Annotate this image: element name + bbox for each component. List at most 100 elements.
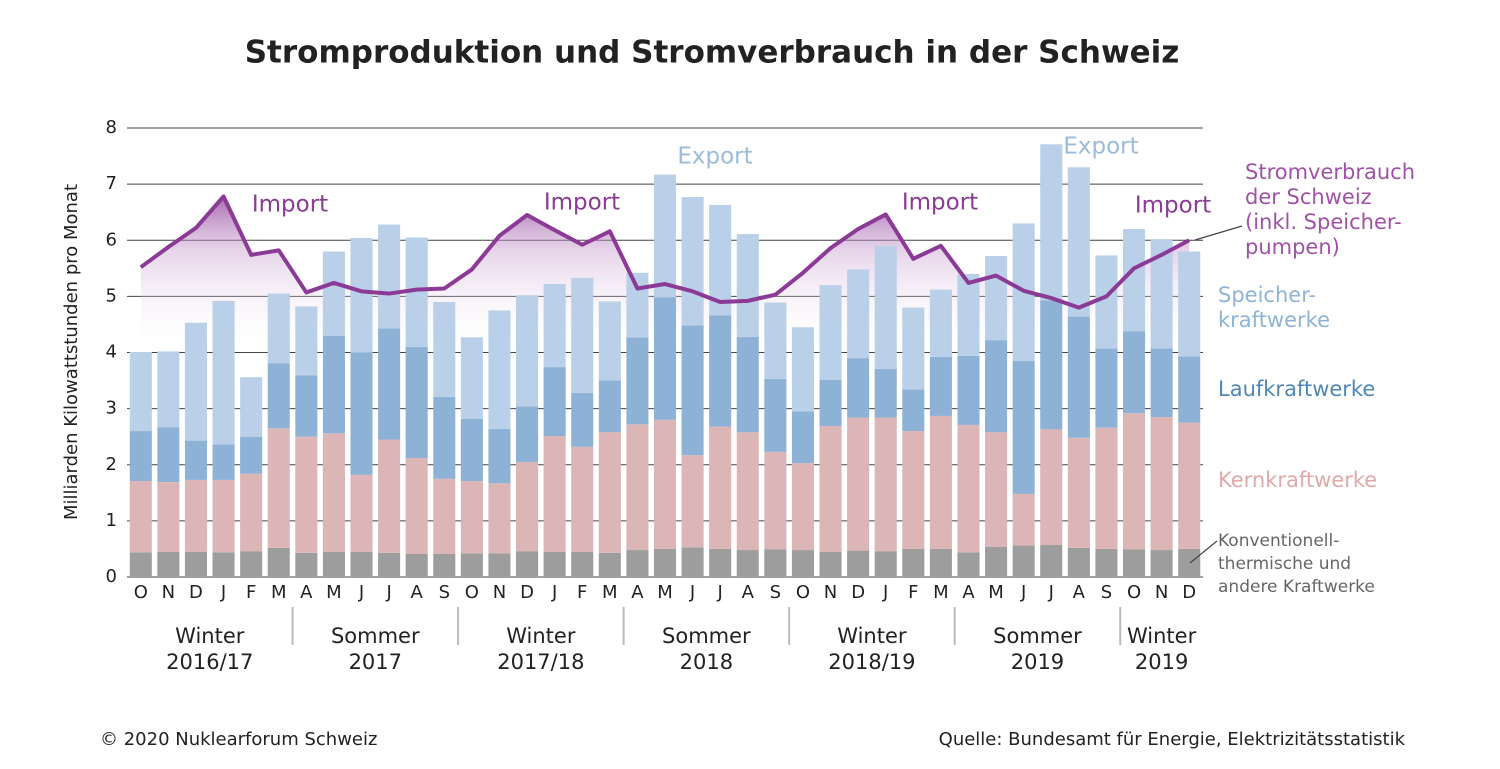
- x-tick-label: M: [602, 582, 618, 603]
- x-tick-label: J: [1020, 582, 1026, 603]
- bar-segment: [957, 355, 980, 425]
- bar-segment: [157, 551, 180, 577]
- bar-segment: [653, 419, 677, 549]
- bar-segment: [598, 301, 621, 381]
- bar-segment: [957, 424, 980, 553]
- bar-segment: [212, 479, 235, 553]
- bar-segment: [1178, 356, 1201, 423]
- bar-segment: [626, 424, 649, 551]
- bar-segment: [1122, 229, 1146, 332]
- x-tick-label: J: [220, 582, 226, 603]
- bar-segment: [1012, 493, 1035, 546]
- bar-segment: [709, 548, 732, 577]
- bar-segment: [295, 552, 318, 577]
- bar-segment: [1178, 251, 1201, 357]
- bar-segment: [433, 396, 456, 479]
- bar-segment: [819, 380, 842, 427]
- bar-segment: [267, 363, 290, 429]
- bar-segment: [543, 436, 566, 552]
- bar-segment: [571, 551, 594, 577]
- x-tick-label: A: [962, 582, 975, 603]
- bar-segment: [405, 346, 428, 459]
- bar-segment: [626, 550, 649, 577]
- group-label: Winter 2018/19: [828, 624, 916, 674]
- bar-segment: [433, 553, 456, 577]
- bar-segment: [405, 553, 428, 577]
- bar-segment: [1122, 413, 1146, 550]
- legend-label: Kernkraftwerke: [1218, 468, 1378, 492]
- bar-segment: [543, 551, 566, 577]
- bar-segment: [378, 439, 401, 553]
- bar-segment: [1095, 548, 1118, 577]
- x-tick-label: D: [520, 582, 534, 603]
- group-label: Winter 2017/18: [497, 624, 585, 674]
- x-tick-label: M: [933, 582, 949, 603]
- bar-segment: [157, 351, 180, 428]
- bar-segment: [791, 463, 814, 551]
- bar-segment: [212, 552, 235, 577]
- bar-segment: [350, 238, 373, 353]
- bar-segment: [819, 551, 842, 577]
- bar-segment: [1067, 547, 1090, 577]
- leader-line: [1194, 225, 1243, 241]
- y-tick-label: 0: [106, 566, 117, 587]
- bar-segment: [157, 482, 180, 552]
- legend-label: Stromverbrauch der Schweiz (inkl. Speich…: [1245, 160, 1416, 259]
- bar-segment: [653, 548, 677, 577]
- x-tick-label: A: [631, 582, 644, 603]
- bar-segment: [764, 302, 787, 379]
- bar-segment: [571, 446, 594, 552]
- bar-segment: [295, 375, 318, 437]
- x-tick-label: O: [134, 582, 148, 603]
- bar-segment: [129, 481, 152, 553]
- bar-segment: [874, 245, 897, 369]
- bar-segment: [1150, 348, 1173, 418]
- bar-segment: [543, 284, 566, 368]
- x-tick-label: N: [1155, 582, 1168, 603]
- x-tick-label: M: [988, 582, 1004, 603]
- y-tick-label: 3: [106, 398, 117, 419]
- annotation: Import: [544, 190, 620, 216]
- bar-segment: [488, 553, 511, 577]
- bar-segment: [405, 237, 428, 347]
- bar-segment: [902, 389, 925, 432]
- bar-segment: [1122, 331, 1146, 414]
- x-tick-label: O: [465, 582, 479, 603]
- bar-segment: [240, 377, 263, 437]
- bar-segment: [681, 197, 704, 326]
- bar-segment: [378, 552, 401, 577]
- bar-segment: [985, 546, 1008, 577]
- bar-segment: [1040, 545, 1063, 577]
- bar-segment: [736, 336, 759, 433]
- source: Quelle: Bundesamt für Energie, Elektrizi…: [939, 729, 1406, 750]
- bar-segment: [709, 204, 732, 316]
- bar-segment: [322, 251, 345, 336]
- bar-segment: [488, 428, 511, 484]
- bar-segment: [1095, 427, 1118, 549]
- bar-segment: [322, 433, 345, 552]
- bar-segment: [516, 295, 539, 407]
- bar-segment: [1178, 548, 1201, 577]
- bar-segment: [212, 444, 235, 480]
- bar-segment: [184, 479, 208, 552]
- x-tick-label: M: [657, 582, 673, 603]
- x-tick-label: S: [1101, 582, 1112, 603]
- bar-segment: [516, 551, 539, 577]
- annotation: Import: [252, 192, 328, 218]
- group-label: Sommer 2018: [662, 624, 751, 674]
- bar-segment: [1095, 348, 1118, 428]
- bar-segment: [1150, 417, 1173, 551]
- x-tick-label: J: [717, 582, 723, 603]
- bar-segment: [184, 322, 208, 441]
- bar-segment: [764, 549, 787, 577]
- bar-segment: [488, 310, 511, 429]
- y-tick-label: 7: [106, 173, 117, 194]
- bar-segment: [240, 551, 263, 577]
- bar-segment: [598, 552, 621, 577]
- bar-segment: [1122, 549, 1146, 577]
- y-tick-label: 5: [106, 285, 117, 306]
- bar-segment: [791, 327, 814, 412]
- y-tick-label: 8: [106, 117, 117, 138]
- annotation: Import: [1135, 193, 1211, 219]
- bar-segment: [1095, 255, 1118, 349]
